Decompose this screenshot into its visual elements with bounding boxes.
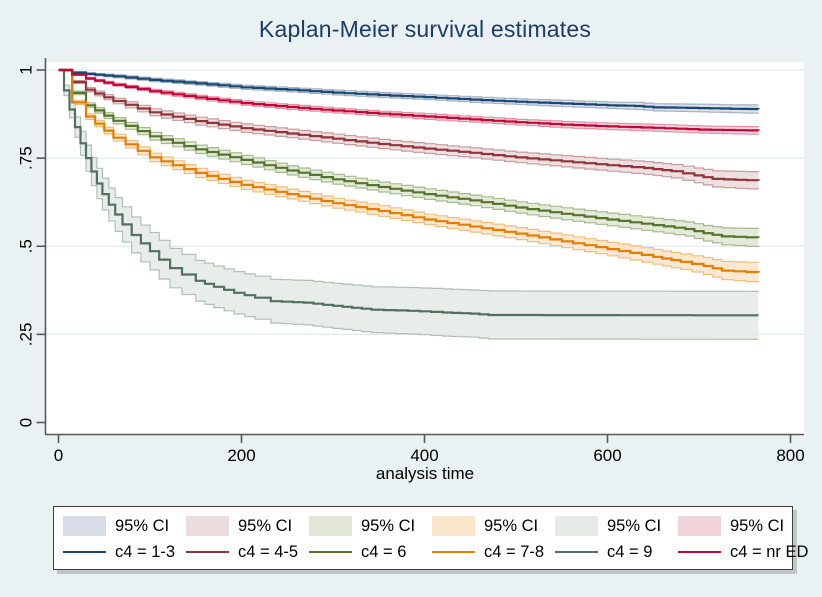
ci-lower-edge <box>58 69 760 190</box>
ci-swatch <box>432 516 475 536</box>
ci-swatch <box>555 516 598 536</box>
y-tick-label: .75 <box>16 146 35 170</box>
ci-band <box>58 70 759 190</box>
series-label: c4 = 7-8 <box>484 542 545 561</box>
ci-label: 95% CI <box>115 516 170 535</box>
ci-label: 95% CI <box>730 516 785 535</box>
legend-entry: 95% CI c4 = 7-8 <box>432 513 555 569</box>
legend-entry: 95% CI c4 = 6 <box>309 513 432 569</box>
x-tick-label: 200 <box>227 446 255 465</box>
ci-lower-edge <box>58 69 759 340</box>
legend-ci-row: 95% CI <box>678 513 801 539</box>
survival-curve <box>58 68 760 239</box>
ci-upper-edge <box>58 69 759 106</box>
survival-curve <box>58 68 760 274</box>
y-tick-label: 0 <box>16 418 35 427</box>
legend-entry: 95% CI c4 = 9 <box>555 513 678 569</box>
ci-swatch <box>309 516 352 536</box>
legend-ci-row: 95% CI <box>555 513 678 539</box>
ci-swatch <box>63 516 106 536</box>
legend-entry: 95% CI c4 = 4-5 <box>186 513 309 569</box>
ci-upper-edge <box>58 69 760 229</box>
legend-box: 95% CI c4 = 1-3 95% CI c4 = 4-5 95% CI c4 = 6… <box>53 506 808 570</box>
legend-ci-row: 95% CI <box>63 513 186 539</box>
x-tick-label: 600 <box>593 446 621 465</box>
series-label: c4 = 9 <box>607 542 653 561</box>
survival-curve <box>58 68 760 111</box>
ci-lower-edge <box>58 69 760 247</box>
x-axis-label: analysis time <box>375 464 475 483</box>
y-tick-label: .5 <box>16 239 35 253</box>
legend-ci-row: 95% CI <box>309 513 432 539</box>
series-label: c4 = 6 <box>361 542 407 561</box>
series-line-sample <box>432 550 475 554</box>
legend-series-row: c4 = 9 <box>555 539 678 565</box>
legend-entry: 95% CI c4 = nr ED <box>678 513 808 569</box>
legend-series-row: c4 = 6 <box>309 539 432 565</box>
x-tick-label: 0 <box>54 446 63 465</box>
ci-upper-edge <box>58 69 759 292</box>
series-label: c4 = 4-5 <box>238 542 299 561</box>
legend-entry: 95% CI c4 = 1-3 <box>63 513 186 569</box>
series-line-sample <box>186 550 229 554</box>
ci-swatch <box>678 516 721 536</box>
ci-lower-edge <box>58 69 760 135</box>
y-tick-label: 1 <box>16 65 35 74</box>
chart-title: Kaplan-Meier survival estimates <box>258 16 592 42</box>
series-line-sample <box>309 550 352 554</box>
x-tick-label: 800 <box>776 446 804 465</box>
y-tick-label: .25 <box>16 323 35 347</box>
series-line-sample <box>555 550 598 554</box>
series-label: c4 = 1-3 <box>115 542 176 561</box>
legend-ci-row: 95% CI <box>432 513 555 539</box>
ci-label: 95% CI <box>484 516 539 535</box>
series-line-sample <box>63 550 106 554</box>
ci-lower-edge <box>58 69 760 283</box>
survival-curve <box>58 68 759 317</box>
series-line-sample <box>678 550 721 554</box>
ci-label: 95% CI <box>607 516 662 535</box>
legend-series-row: c4 = 4-5 <box>186 539 309 565</box>
ci-label: 95% CI <box>361 516 416 535</box>
ci-band <box>58 70 759 340</box>
ci-upper-edge <box>58 69 760 128</box>
ci-swatch <box>186 516 229 536</box>
legend-series-row: c4 = nr ED <box>678 539 808 565</box>
ci-label: 95% CI <box>238 516 293 535</box>
survival-curve <box>58 68 760 182</box>
legend-ci-row: 95% CI <box>186 513 309 539</box>
ci-upper-edge <box>58 69 760 263</box>
ci-upper-edge <box>58 69 760 173</box>
legend-series-row: c4 = 7-8 <box>432 539 555 565</box>
series-label: c4 = nr ED <box>730 542 809 561</box>
x-tick-label: 400 <box>410 446 438 465</box>
ci-band <box>58 70 759 114</box>
legend-series-row: c4 = 1-3 <box>63 539 186 565</box>
survival-curve <box>58 68 760 132</box>
